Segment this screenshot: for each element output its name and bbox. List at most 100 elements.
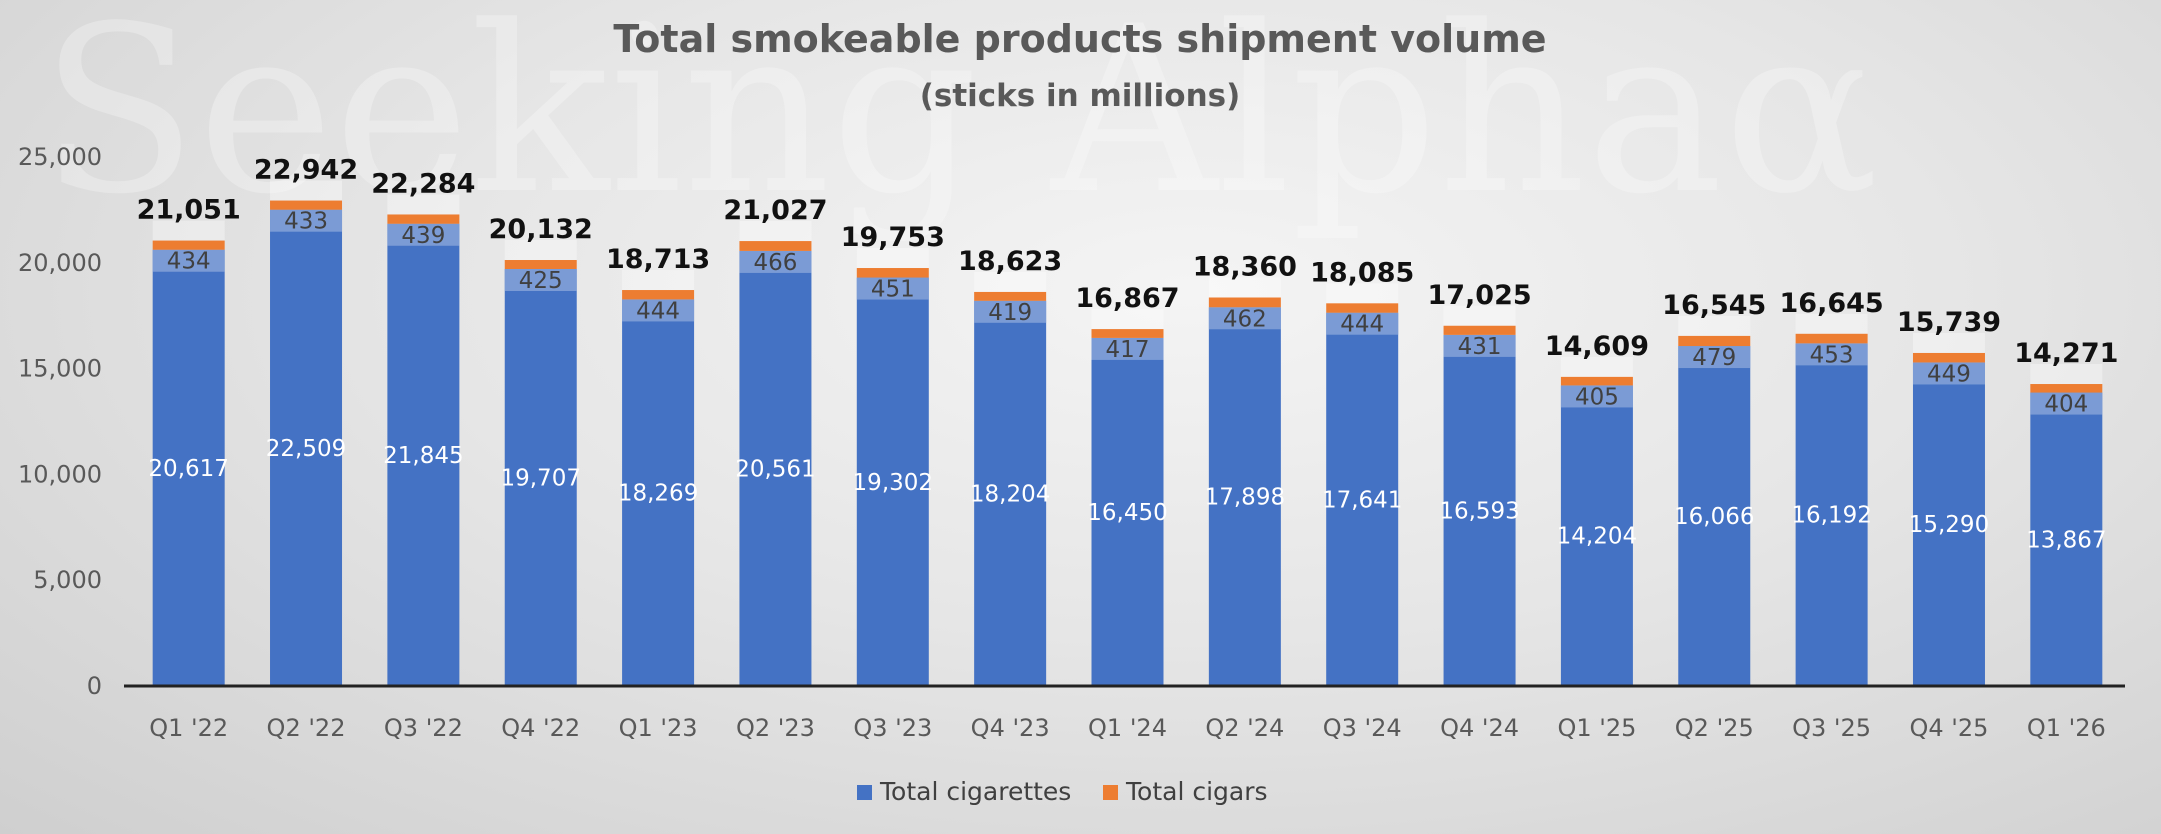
cigarettes-value-label: 20,617 xyxy=(148,456,228,482)
bar-cigars xyxy=(504,260,577,269)
x-tick-label: Q2 '22 xyxy=(267,714,346,742)
bar-cigars xyxy=(1560,376,1633,386)
cigarettes-value-label: 18,204 xyxy=(970,481,1050,507)
bar-cigarettes-band xyxy=(270,209,343,232)
total-value-label: 16,545 xyxy=(1662,290,1766,321)
cigars-value-label: 444 xyxy=(1340,312,1384,338)
cigars-value-label: 405 xyxy=(1575,384,1619,410)
bar-cigarettes-band xyxy=(152,249,225,272)
total-value-label: 20,132 xyxy=(489,214,593,245)
legend-label: Total cigars xyxy=(1125,777,1268,806)
total-value-label: 17,025 xyxy=(1427,280,1531,311)
bar-cigarettes-band xyxy=(1560,385,1633,408)
bar-cigarettes xyxy=(739,250,812,686)
cigarettes-value-label: 18,269 xyxy=(618,481,698,507)
legend-swatch xyxy=(1103,785,1118,800)
bar-cigarettes xyxy=(974,300,1047,686)
bar-cigars xyxy=(2030,384,2103,393)
total-value-label: 15,739 xyxy=(1897,307,2001,338)
total-value-label: 22,284 xyxy=(371,168,475,199)
x-tick-label: Q2 '23 xyxy=(736,714,815,742)
bar-cigarettes xyxy=(1326,312,1399,686)
legend: Total cigarettes Total cigars xyxy=(857,777,1268,806)
bar-cigarettes-band xyxy=(1443,334,1516,357)
bar-cigarettes-band xyxy=(1326,312,1399,335)
x-tick-label: Q3 '22 xyxy=(384,714,463,742)
bar-cigars xyxy=(387,214,460,224)
chart-subtitle: (sticks in millions) xyxy=(920,78,1241,114)
cigarettes-value-label: 17,641 xyxy=(1322,487,1402,513)
cigars-value-label: 449 xyxy=(1927,361,1971,387)
x-tick-label: Q2 '25 xyxy=(1675,714,1754,742)
cigars-value-label: 419 xyxy=(988,300,1032,326)
cigars-value-label: 451 xyxy=(871,277,915,303)
bar-cigars xyxy=(1091,329,1164,338)
legend-label: Total cigarettes xyxy=(879,777,1071,806)
bar-cigarettes xyxy=(2030,392,2103,686)
bar-cigarettes-band xyxy=(1208,307,1281,330)
cigarettes-value-label: 14,204 xyxy=(1557,524,1637,550)
total-value-label: 22,942 xyxy=(254,155,358,186)
bar-cigarettes xyxy=(1443,334,1516,686)
cigarettes-value-label: 20,561 xyxy=(735,456,815,482)
cigarettes-value-label: 21,845 xyxy=(383,443,463,469)
y-tick-label: 0 xyxy=(87,672,102,700)
bar-cigars xyxy=(856,268,929,278)
x-tick-label: Q4 '22 xyxy=(501,714,580,742)
cigarettes-value-label: 15,290 xyxy=(1909,512,1989,538)
x-tick-label: Q1 '23 xyxy=(619,714,698,742)
total-value-label: 18,085 xyxy=(1310,257,1414,288)
bar-cigarettes xyxy=(504,268,577,686)
bar-cigarettes-band xyxy=(1912,362,1985,385)
x-tick-label: Q1 '22 xyxy=(149,714,228,742)
cigars-value-label: 431 xyxy=(1458,334,1502,360)
y-tick-label: 15,000 xyxy=(18,355,102,383)
bar-cigarettes-band xyxy=(739,250,812,273)
cigars-value-label: 453 xyxy=(1810,342,1854,368)
cigarettes-value-label: 22,509 xyxy=(266,436,346,462)
cigars-value-label: 433 xyxy=(284,209,328,235)
bar-cigarettes xyxy=(270,209,343,686)
x-tick-label: Q2 '24 xyxy=(1205,714,1284,742)
bar-cigarettes-band xyxy=(1091,337,1164,360)
cigars-value-label: 479 xyxy=(1692,345,1736,371)
bar-cigars xyxy=(974,291,1047,301)
bar-cigarettes-band xyxy=(974,300,1047,323)
bar-cigarettes xyxy=(622,299,695,686)
cigarettes-value-label: 13,867 xyxy=(2026,527,2106,553)
cigarettes-value-label: 19,302 xyxy=(853,470,933,496)
total-value-label: 18,360 xyxy=(1193,252,1297,283)
bar-cigarettes-band xyxy=(622,299,695,322)
y-tick-label: 20,000 xyxy=(18,249,102,277)
total-value-label: 19,753 xyxy=(841,222,945,253)
legend-swatch xyxy=(857,785,872,800)
cigars-value-label: 434 xyxy=(167,249,211,275)
x-tick-label: Q1 '25 xyxy=(1557,714,1636,742)
total-value-label: 21,051 xyxy=(137,195,241,226)
bar-cigarettes xyxy=(1912,362,1985,686)
y-tick-label: 5,000 xyxy=(33,566,102,594)
y-axis: 0 5,000 10,000 15,000 20,000 25,000 xyxy=(18,143,102,700)
chart-title: Total smokeable products shipment volume xyxy=(613,17,1546,61)
x-tick-label: Q4 '25 xyxy=(1910,714,1989,742)
bar-cigarettes xyxy=(856,277,929,686)
cigarettes-value-label: 16,450 xyxy=(1087,500,1167,526)
cigarettes-value-label: 16,192 xyxy=(1791,503,1871,529)
bar-cigarettes-band xyxy=(856,277,929,300)
total-value-label: 16,645 xyxy=(1780,288,1884,319)
watermark: Seeking Alphaα xyxy=(40,0,1879,245)
x-tick-label: Q4 '24 xyxy=(1440,714,1519,742)
cigars-value-label: 444 xyxy=(636,298,680,324)
bar-cigars xyxy=(1443,325,1516,335)
bar-cigars xyxy=(1795,333,1868,344)
cigars-value-label: 404 xyxy=(2044,392,2088,418)
x-tick-label: Q3 '23 xyxy=(853,714,932,742)
bar-cigars xyxy=(1912,352,1985,363)
y-tick-label: 25,000 xyxy=(18,143,102,171)
cigars-value-label: 462 xyxy=(1223,306,1267,332)
cigars-value-label: 425 xyxy=(519,268,563,294)
bars-group: 434 20,617 21,051 433 22,509 22,942 439 21,845 2… xyxy=(137,155,2118,687)
bar-cigarettes-band xyxy=(2030,392,2103,415)
x-tick-label: Q3 '25 xyxy=(1792,714,1871,742)
x-axis: Q1 '22 Q2 '22 Q3 '22 Q4 '22 Q1 '23 Q2 '23 Q3 '… xyxy=(149,714,2106,742)
